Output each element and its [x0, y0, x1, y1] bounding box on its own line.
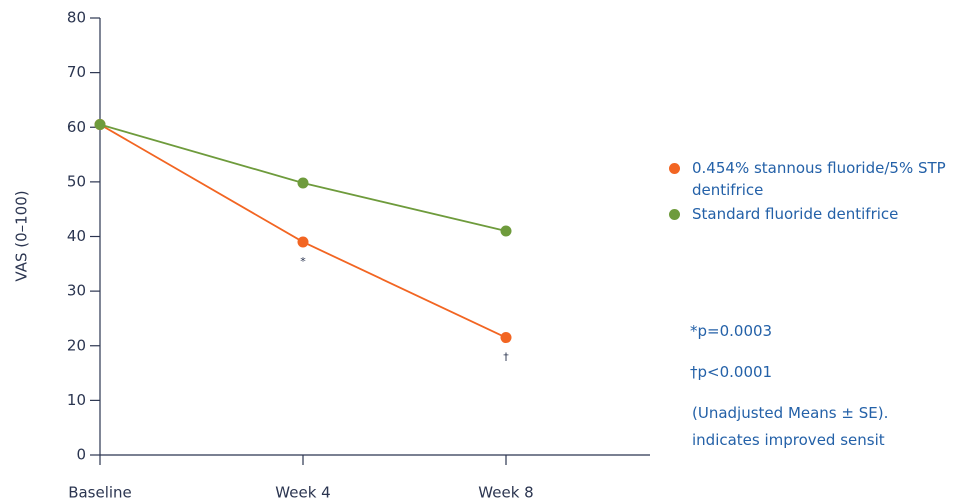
- x-tick-label: Week 8: [478, 484, 533, 502]
- y-tick-label: 0: [76, 446, 86, 464]
- legend-marker: [669, 162, 680, 174]
- y-tick-label: 10: [67, 391, 86, 409]
- y-tick-label: 50: [67, 172, 86, 190]
- y-axis-label: VAS (0–100): [13, 190, 31, 281]
- x-tick-label: Baseline: [68, 484, 132, 502]
- legend-marker: [669, 208, 680, 220]
- data-point: [297, 236, 309, 248]
- point-annotation: †: [503, 351, 509, 364]
- x-tick-label: Week 4: [275, 484, 330, 502]
- data-point: [500, 332, 512, 344]
- y-tick-label: 30: [67, 282, 86, 300]
- y-tick-label: 40: [67, 227, 86, 245]
- legend-label: 0.454% stannous fluoride/5% STP dentifri…: [692, 159, 946, 199]
- data-point: [94, 119, 106, 131]
- y-tick-label: 60: [67, 118, 86, 136]
- footnote: indicates improved sensit: [692, 431, 885, 449]
- series-line: [99, 123, 507, 339]
- y-tick-label: 70: [67, 63, 86, 81]
- data-point: [500, 225, 512, 237]
- y-tick-label: 80: [67, 9, 86, 27]
- data-point: [297, 177, 309, 189]
- footnote: (Unadjusted Means ± SE).: [692, 404, 889, 422]
- y-tick-label: 20: [67, 336, 86, 354]
- footnote: †p<0.0001: [690, 363, 773, 381]
- footnote: *p=0.0003: [690, 322, 773, 340]
- legend-label: Standard fluoride dentifrice: [692, 205, 899, 223]
- point-annotation: *: [300, 255, 306, 268]
